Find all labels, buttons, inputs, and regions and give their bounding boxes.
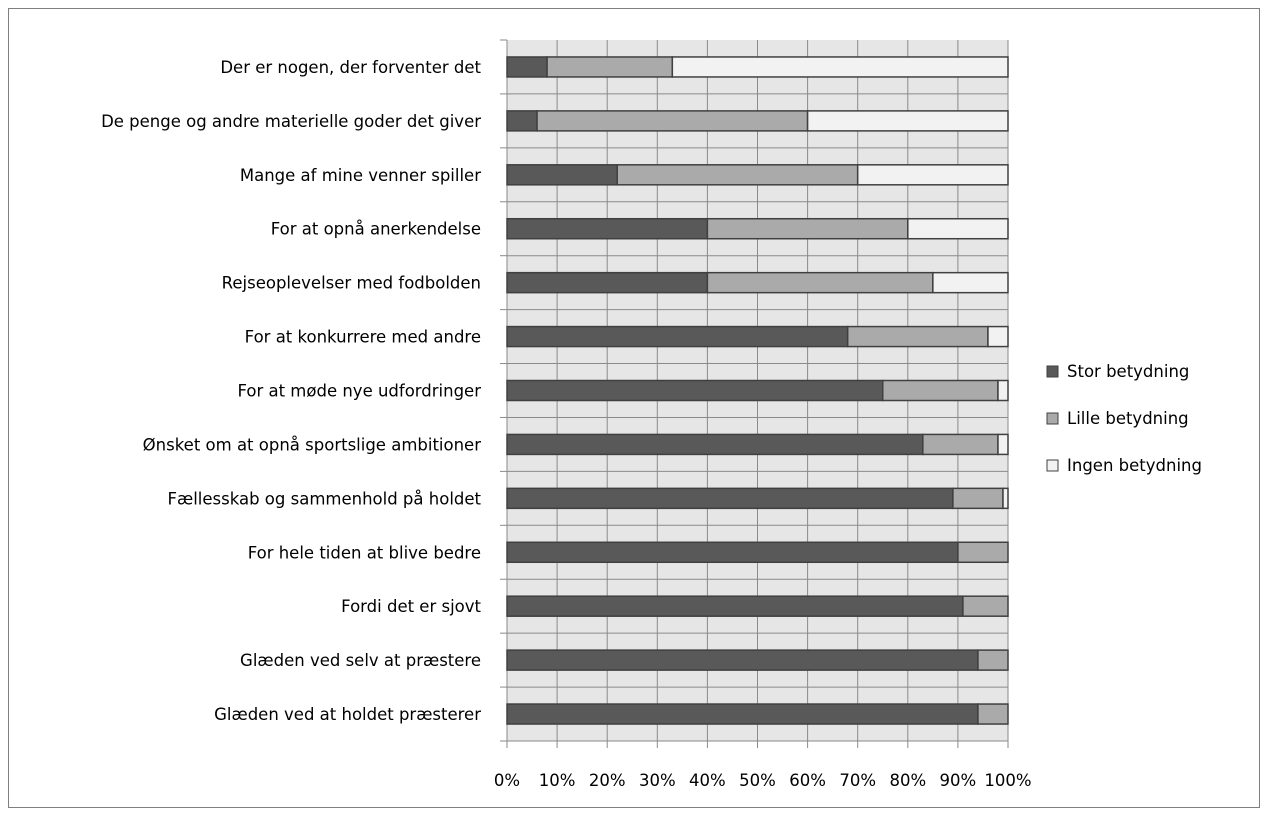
bar-segment	[506, 325, 849, 348]
bar-segment	[506, 541, 959, 564]
category-label: Rejseoplevelser med fodbolden	[222, 274, 481, 293]
x-tick-label: 20%	[589, 771, 626, 790]
bar-segment	[546, 56, 674, 78]
x-tick-label: 0%	[494, 771, 520, 790]
category-label: Glæden ved at holdet præsterer	[214, 705, 481, 724]
bar-segment	[856, 164, 1009, 186]
legend-swatch	[1046, 412, 1059, 425]
category-label: For hele tiden at blive bedre	[248, 543, 481, 562]
bar-segment	[506, 487, 954, 510]
category-label: Fordi det er sjovt	[341, 597, 481, 616]
x-tick-label: 30%	[639, 771, 676, 790]
bar-segment	[671, 56, 1009, 78]
bar-segment	[977, 703, 1009, 725]
bar-segment	[506, 217, 709, 240]
bar-segment	[506, 703, 979, 725]
category-label: Mange af mine venner spiller	[240, 166, 481, 185]
bar-segment	[536, 110, 809, 132]
bar-segment	[882, 379, 999, 402]
bar-segment	[506, 649, 979, 671]
bar-segment	[922, 433, 999, 456]
category-label: For at opnå anerkendelse	[271, 220, 481, 239]
x-tick-label: 70%	[839, 771, 876, 790]
bar-segment	[846, 325, 989, 348]
bar-segment	[932, 271, 1009, 294]
bar-segment	[506, 56, 548, 78]
bar-segment	[706, 271, 934, 294]
category-label: For at møde nye udfordringer	[237, 382, 481, 401]
bar-segment	[1002, 487, 1009, 510]
legend-swatch	[1046, 365, 1059, 378]
x-tick-label: 100%	[984, 771, 1031, 790]
x-tick-label: 90%	[940, 771, 977, 790]
bar-segment	[506, 271, 709, 294]
bar-segment	[957, 541, 1009, 564]
bar-segment	[706, 217, 909, 240]
x-tick-label: 10%	[539, 771, 576, 790]
bar-segment	[977, 649, 1009, 671]
bar-segment	[806, 110, 1009, 132]
x-tick-label: 40%	[689, 771, 726, 790]
legend-label: Stor betydning	[1067, 362, 1189, 381]
bar-segment	[616, 164, 859, 186]
x-tick-label: 60%	[789, 771, 826, 790]
category-label: De penge og andre materielle goder det g…	[101, 112, 481, 131]
bar-segment	[506, 433, 924, 456]
category-label: For at konkurrere med andre	[245, 328, 481, 347]
bar-segment	[997, 433, 1009, 456]
bar-segment	[506, 164, 618, 186]
x-tick-label: 50%	[739, 771, 776, 790]
category-label: Glæden ved selv at præstere	[240, 651, 481, 670]
legend-label: Lille betydning	[1067, 409, 1189, 428]
bar-segment	[506, 379, 884, 402]
bar-segment	[987, 325, 1009, 348]
x-tick-label: 80%	[889, 771, 926, 790]
category-label: Der er nogen, der forventer det	[220, 58, 481, 77]
category-label: Fællesskab og sammenhold på holdet	[168, 489, 482, 508]
bar-segment	[506, 595, 964, 617]
category-label: Ønsket om at opnå sportslige ambitioner	[143, 435, 482, 454]
bar-segment	[907, 217, 1009, 240]
bar-segment	[962, 595, 1009, 617]
bar-segment	[997, 379, 1009, 402]
legend-swatch	[1046, 459, 1059, 472]
legend-label: Ingen betydning	[1067, 456, 1202, 475]
bar-segment	[952, 487, 1004, 510]
bar-segment	[506, 110, 538, 132]
